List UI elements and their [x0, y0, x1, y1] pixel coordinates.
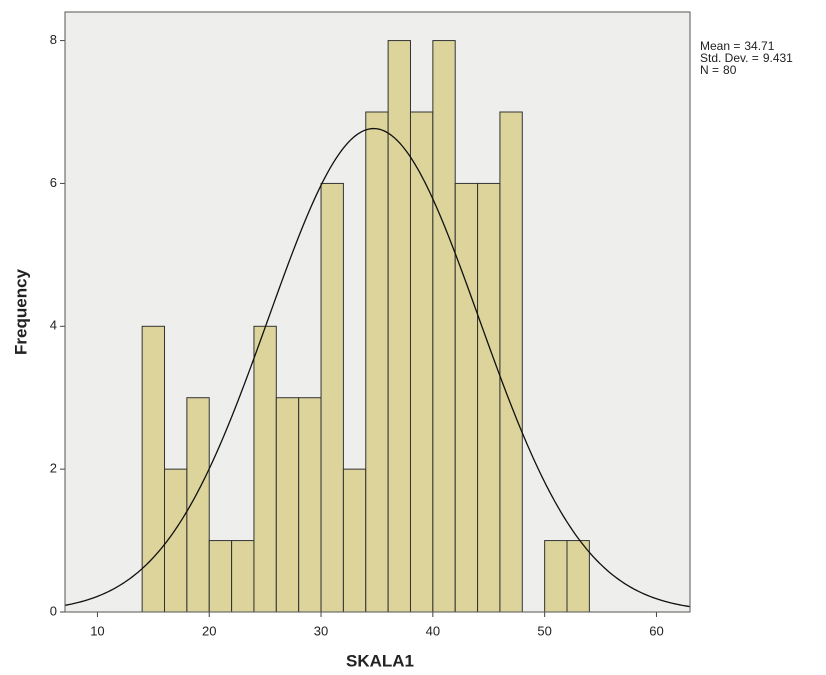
bar — [409, 111, 434, 613]
stat-label: N = — [700, 63, 719, 77]
y-tick-label: 6 — [50, 175, 57, 190]
x-tick-label: 20 — [202, 623, 216, 638]
bar — [342, 468, 367, 613]
x-tick-label: 50 — [537, 623, 551, 638]
bar — [432, 40, 456, 613]
stat-annotation: Mean = 34.71 — [700, 39, 775, 53]
bar — [231, 540, 255, 613]
bar — [253, 325, 277, 613]
stat-value: 80 — [723, 63, 737, 77]
y-tick-label: 8 — [50, 32, 57, 47]
bar — [544, 540, 568, 613]
stat-label: Std. Dev. = — [700, 51, 759, 65]
y-axis-title: Frequency — [11, 268, 30, 355]
bar — [477, 182, 501, 613]
x-tick-label: 30 — [314, 623, 328, 638]
x-tick-label: 60 — [649, 623, 663, 638]
stat-label: Mean = — [700, 39, 740, 53]
plot-frame — [64, 11, 691, 613]
bar — [298, 397, 322, 613]
y-tick-label: 0 — [50, 603, 57, 618]
stat-value: 9.431 — [763, 51, 793, 65]
normal-curve — [64, 127, 691, 608]
x-axis-title: SKALA1 — [346, 651, 414, 670]
y-tick-label: 2 — [50, 461, 57, 476]
bar — [566, 540, 590, 613]
bar — [499, 111, 523, 613]
stat-annotation: Std. Dev. = 9.431 — [700, 51, 793, 65]
x-tick-label: 40 — [426, 623, 440, 638]
stat-value: 34.71 — [744, 39, 774, 53]
bar — [275, 397, 300, 613]
bar — [365, 111, 389, 613]
bar — [141, 325, 166, 613]
y-tick-label: 4 — [50, 318, 57, 333]
x-tick-label: 10 — [90, 623, 104, 638]
stat-annotation: N = 80 — [700, 63, 737, 77]
bar — [387, 40, 411, 613]
bar — [454, 182, 479, 613]
bar — [208, 540, 233, 613]
bar — [320, 182, 344, 613]
